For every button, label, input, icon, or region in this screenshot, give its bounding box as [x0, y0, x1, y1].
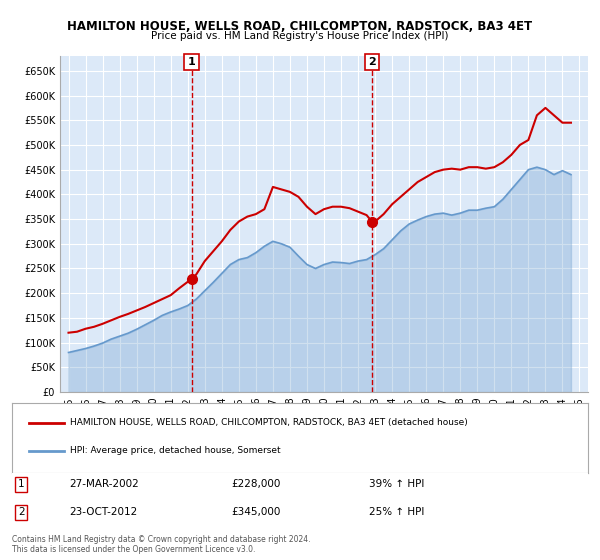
Text: Price paid vs. HM Land Registry's House Price Index (HPI): Price paid vs. HM Land Registry's House …	[151, 31, 449, 41]
Text: HPI: Average price, detached house, Somerset: HPI: Average price, detached house, Some…	[70, 446, 280, 455]
Text: 39% ↑ HPI: 39% ↑ HPI	[369, 479, 424, 489]
Text: £345,000: £345,000	[231, 507, 280, 517]
Text: 2: 2	[18, 507, 25, 517]
Text: 25% ↑ HPI: 25% ↑ HPI	[369, 507, 424, 517]
Text: HAMILTON HOUSE, WELLS ROAD, CHILCOMPTON, RADSTOCK, BA3 4ET (detached house): HAMILTON HOUSE, WELLS ROAD, CHILCOMPTON,…	[70, 418, 467, 427]
Text: 23-OCT-2012: 23-OCT-2012	[70, 507, 138, 517]
Text: 27-MAR-2002: 27-MAR-2002	[70, 479, 139, 489]
Text: 2: 2	[368, 57, 376, 67]
Text: £228,000: £228,000	[231, 479, 280, 489]
Text: Contains HM Land Registry data © Crown copyright and database right 2024.
This d: Contains HM Land Registry data © Crown c…	[12, 535, 311, 554]
Text: 1: 1	[188, 57, 196, 67]
Text: 1: 1	[18, 479, 25, 489]
Text: HAMILTON HOUSE, WELLS ROAD, CHILCOMPTON, RADSTOCK, BA3 4ET: HAMILTON HOUSE, WELLS ROAD, CHILCOMPTON,…	[67, 20, 533, 32]
